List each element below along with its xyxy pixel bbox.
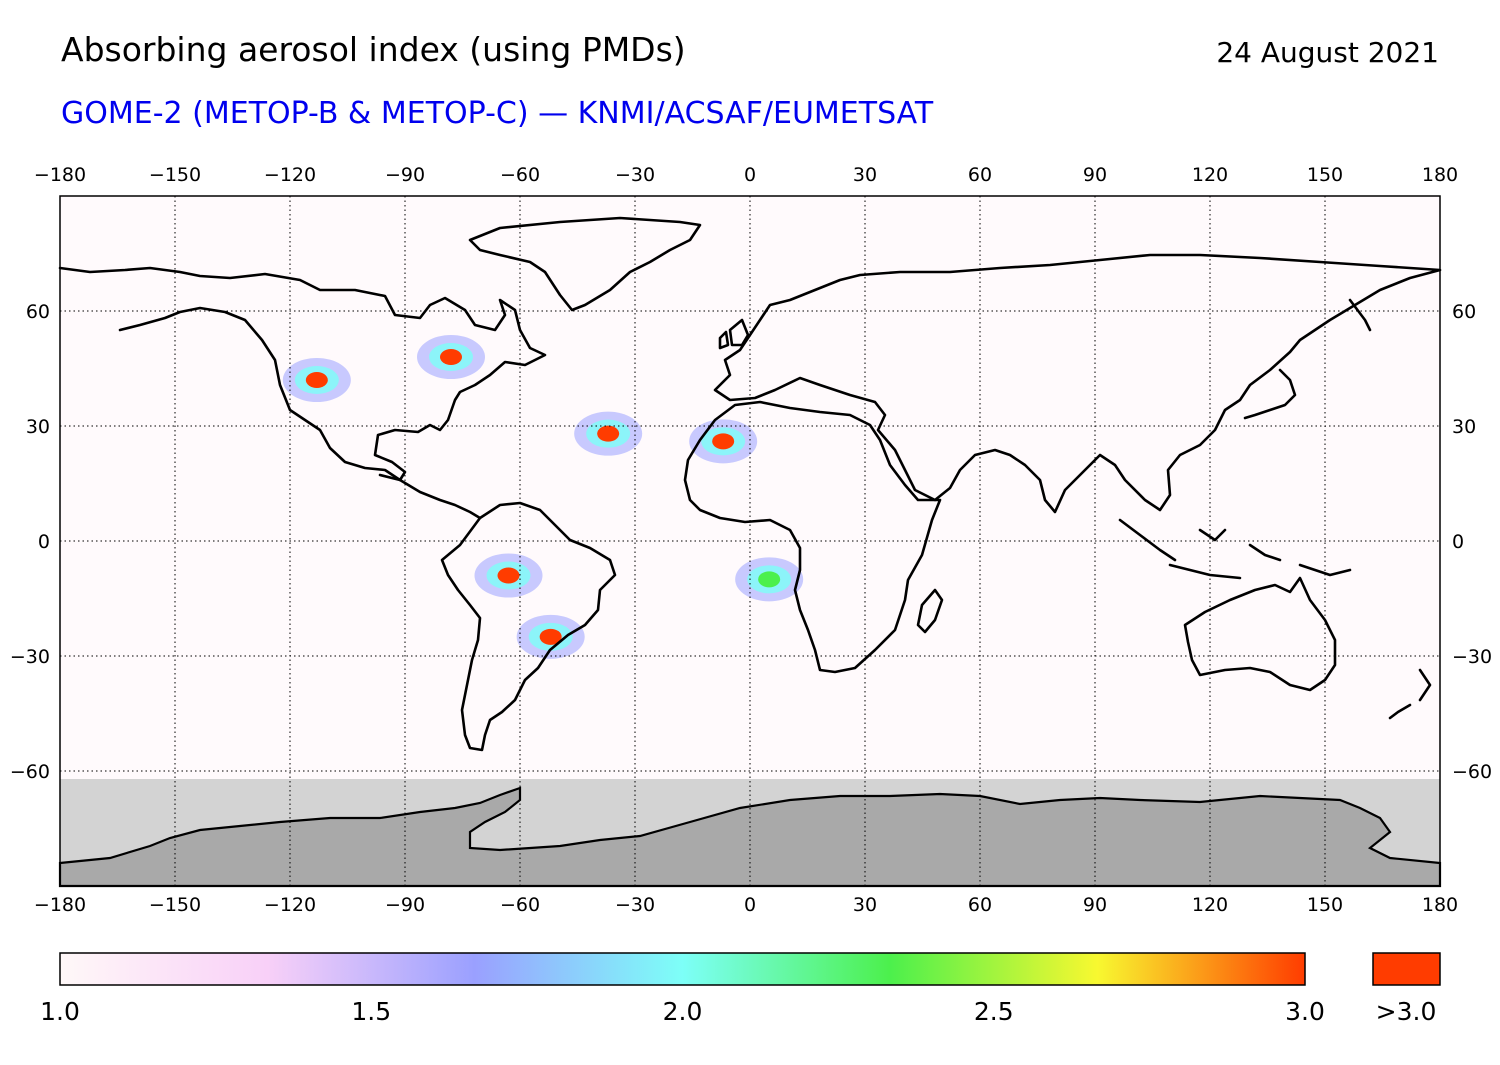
map-area [58, 196, 1442, 888]
coastlines [58, 216, 1442, 752]
lon-tick-label: 90 [1083, 164, 1107, 186]
lon-tick-label: 150 [1307, 894, 1343, 916]
longitude-labels-top: −180 −150 −120 −90 −60 −30 0 30 60 90 120 150 180 [34, 164, 1458, 186]
aerosol-hotspot [712, 433, 735, 450]
aerosol-hotspot [497, 567, 520, 584]
colorbar-tick-label: 1.0 [40, 997, 80, 1026]
colorbar-labels: 1.0 1.5 2.0 2.5 3.0 [40, 997, 1325, 1026]
colorbar-gradient [59, 952, 1306, 986]
lon-tick-label: −180 [34, 894, 86, 916]
map-title: Absorbing aerosol index (using PMDs) [61, 30, 686, 69]
lon-tick-label: −60 [500, 894, 540, 916]
lon-tick-label: 0 [744, 894, 756, 916]
colorbar-tick-label: 2.0 [663, 997, 703, 1026]
lon-tick-label: −150 [149, 164, 201, 186]
lon-tick-label: 150 [1307, 164, 1343, 186]
aerosol-hotspot [305, 372, 328, 388]
colorbar-overflow-box [1372, 952, 1441, 986]
aerosol-hotspot [539, 628, 562, 645]
lon-tick-label: 0 [744, 164, 756, 186]
lon-tick-label: −90 [385, 164, 425, 186]
coastline-japan-sea-islands [1348, 298, 1372, 332]
latitude-labels-right: 60 30 0 −30 −60 [1452, 301, 1492, 783]
colorbar-tick-label: 2.5 [974, 997, 1014, 1026]
lon-tick-label: −60 [500, 164, 540, 186]
lon-tick-label: 90 [1083, 894, 1107, 916]
coastline-south-america [440, 501, 617, 752]
coastline-greenland [468, 216, 702, 312]
coastline-madagascar [916, 588, 944, 634]
lat-tick-label: −30 [1452, 646, 1492, 668]
longitude-labels-bottom: −180 −150 −120 −90 −60 −30 0 30 60 90 120 150 180 [34, 894, 1458, 916]
lat-tick-label: 30 [1452, 416, 1476, 438]
colorbar-tick-label: 3.0 [1285, 997, 1325, 1026]
colorbar: 1.0 1.5 2.0 2.5 3.0 >3.0 [40, 952, 1441, 1026]
lat-tick-label: −60 [1452, 761, 1492, 783]
lon-tick-label: −30 [615, 894, 655, 916]
coastline-new-zealand [1388, 668, 1432, 720]
lon-tick-label: −120 [264, 164, 316, 186]
lat-tick-label: 0 [1452, 531, 1464, 553]
aerosol-hotspot [758, 571, 781, 588]
lon-tick-label: −180 [34, 164, 86, 186]
coastline-north-america [58, 266, 547, 482]
coastline-europe-asia [713, 253, 1442, 514]
lon-tick-label: 180 [1422, 164, 1458, 186]
graticule [60, 196, 1440, 886]
coastline-africa [683, 400, 942, 674]
map-frame [59, 195, 1441, 887]
lon-tick-label: −90 [385, 894, 425, 916]
lat-tick-label: 60 [26, 301, 50, 323]
lat-tick-label: 60 [1452, 301, 1476, 323]
coastline-australia [1183, 576, 1337, 692]
lon-tick-label: −30 [615, 164, 655, 186]
map-subtitle: GOME-2 (METOP-B & METOP-C) — KNMI/ACSAF/… [61, 96, 934, 131]
lon-tick-label: 30 [853, 164, 877, 186]
map-date: 24 August 2021 [1216, 36, 1439, 69]
lon-tick-label: 30 [853, 894, 877, 916]
lon-tick-label: 120 [1192, 164, 1228, 186]
lon-tick-label: 60 [968, 164, 992, 186]
colorbar-tick-label: 1.5 [351, 997, 391, 1026]
coastline-japan [1243, 368, 1297, 420]
coastline-british-isles [718, 318, 750, 350]
lat-tick-label: 30 [26, 416, 50, 438]
colorbar-overflow-label: >3.0 [1376, 997, 1437, 1026]
lon-tick-label: 120 [1192, 894, 1228, 916]
lon-tick-label: 180 [1422, 894, 1458, 916]
aerosol-hotspot [597, 425, 620, 442]
latitude-labels-left: 60 30 0 −30 −60 [10, 301, 50, 783]
lat-tick-label: −30 [10, 646, 50, 668]
lon-tick-label: 60 [968, 894, 992, 916]
lon-tick-label: −120 [264, 894, 316, 916]
lon-tick-label: −150 [149, 894, 201, 916]
coastline-central-america [378, 473, 482, 520]
lat-tick-label: 0 [38, 531, 50, 553]
lat-tick-label: −60 [10, 761, 50, 783]
aerosol-hotspot [440, 349, 462, 365]
coastline-indonesia [1118, 518, 1352, 580]
